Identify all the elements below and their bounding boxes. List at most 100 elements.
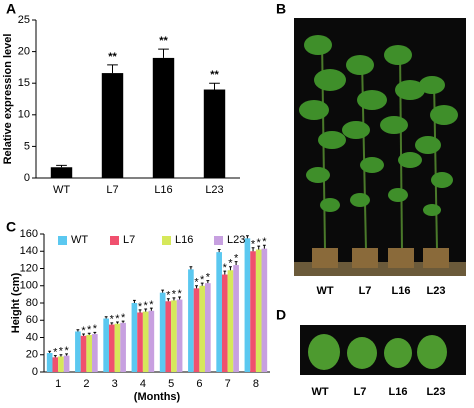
- significance: **: [159, 35, 168, 47]
- error-bar: [138, 309, 142, 313]
- bar: [233, 265, 239, 372]
- significance: *: [172, 289, 177, 301]
- significance: *: [138, 301, 143, 313]
- error-bar: [178, 296, 182, 300]
- error-bar: [206, 280, 210, 284]
- y-tick-label: 80: [26, 297, 38, 309]
- bar: [199, 285, 206, 372]
- x-tick-label: 2: [83, 378, 89, 390]
- photo-label: L16: [389, 386, 408, 398]
- legend-label: WT: [71, 234, 88, 246]
- error-bar: [200, 282, 204, 286]
- error-bar: [87, 332, 91, 335]
- error-bar: [56, 164, 67, 168]
- x-tick-label: 5: [168, 378, 174, 390]
- x-tick-label: WT: [53, 184, 70, 196]
- error-bar: [234, 261, 238, 266]
- bar: [176, 299, 183, 372]
- photo-leaves: [300, 325, 466, 375]
- bar: [227, 270, 234, 372]
- error-bar: [209, 82, 220, 90]
- error-bar: [251, 247, 255, 252]
- bar: [205, 283, 211, 372]
- panel-label: B: [276, 1, 286, 17]
- bar: [75, 331, 81, 372]
- photo-label: WT: [311, 386, 328, 398]
- significance: *: [59, 346, 64, 358]
- significance: *: [251, 239, 256, 251]
- x-tick-label: 6: [196, 378, 202, 390]
- photo-label: L23: [427, 285, 446, 297]
- x-tick-label: 4: [140, 378, 146, 390]
- y-tick-label: 60: [26, 314, 38, 326]
- error-bar: [121, 320, 125, 323]
- panel-label: C: [6, 219, 16, 235]
- bar: [80, 335, 87, 372]
- photo-label: L16: [392, 285, 411, 297]
- significance: *: [257, 237, 262, 249]
- error-bar: [93, 331, 97, 335]
- error-bar: [262, 244, 266, 249]
- y-axis-label: Height (cm): [10, 272, 22, 333]
- error-bar: [132, 299, 136, 303]
- x-tick-label: 3: [112, 378, 118, 390]
- bar: [120, 322, 126, 372]
- error-bar: [53, 355, 57, 358]
- bar: [148, 310, 155, 372]
- x-tick-label: 1: [55, 378, 61, 390]
- legend-label: L7: [123, 234, 135, 246]
- error-bar: [65, 353, 69, 356]
- error-bar: [104, 316, 108, 319]
- error-bar: [76, 329, 80, 332]
- bar: [52, 357, 59, 372]
- bar: [142, 311, 149, 372]
- legend-swatch: [162, 236, 171, 245]
- error-bar: [158, 48, 169, 58]
- error-bar: [189, 266, 193, 270]
- y-tick-label: 140: [20, 245, 38, 257]
- error-bar: [48, 350, 52, 354]
- error-bar: [245, 235, 249, 239]
- bar: [86, 334, 93, 372]
- legend-swatch: [214, 236, 223, 245]
- photo-label: L23: [427, 386, 446, 398]
- significance: *: [121, 312, 126, 324]
- error-bar: [172, 297, 176, 301]
- significance: *: [206, 271, 211, 283]
- y-tick-label: 5: [24, 140, 30, 152]
- error-bar: [257, 245, 261, 250]
- significance: *: [194, 277, 199, 289]
- significance: **: [108, 51, 117, 63]
- significance: **: [210, 69, 219, 81]
- significance: *: [87, 324, 92, 336]
- bar: [131, 303, 138, 372]
- significance: *: [115, 313, 120, 325]
- photo-label: WT: [316, 285, 333, 297]
- error-bar: [161, 289, 165, 293]
- y-tick-label: 25: [18, 14, 30, 26]
- significance: *: [81, 325, 86, 337]
- significance: *: [200, 274, 205, 286]
- bar: [203, 89, 226, 178]
- error-bar: [116, 321, 119, 324]
- x-axis-label: (Months): [134, 391, 181, 403]
- panel-label: A: [6, 1, 16, 17]
- legend-swatch: [58, 236, 67, 245]
- error-bar: [166, 298, 170, 302]
- bar: [193, 288, 200, 372]
- x-tick-label: 7: [225, 378, 231, 390]
- y-tick-label: 100: [20, 280, 38, 292]
- legend-label: L23: [227, 234, 245, 246]
- significance: *: [223, 262, 228, 274]
- significance: *: [93, 323, 98, 335]
- error-bar: [144, 308, 148, 312]
- y-tick-label: 0: [32, 366, 38, 378]
- error-bar: [107, 64, 118, 74]
- bar: [50, 167, 73, 178]
- bar: [244, 238, 251, 372]
- x-tick-label: L16: [154, 184, 172, 196]
- bar: [46, 353, 53, 372]
- significance: *: [149, 299, 154, 311]
- bar: [63, 355, 70, 372]
